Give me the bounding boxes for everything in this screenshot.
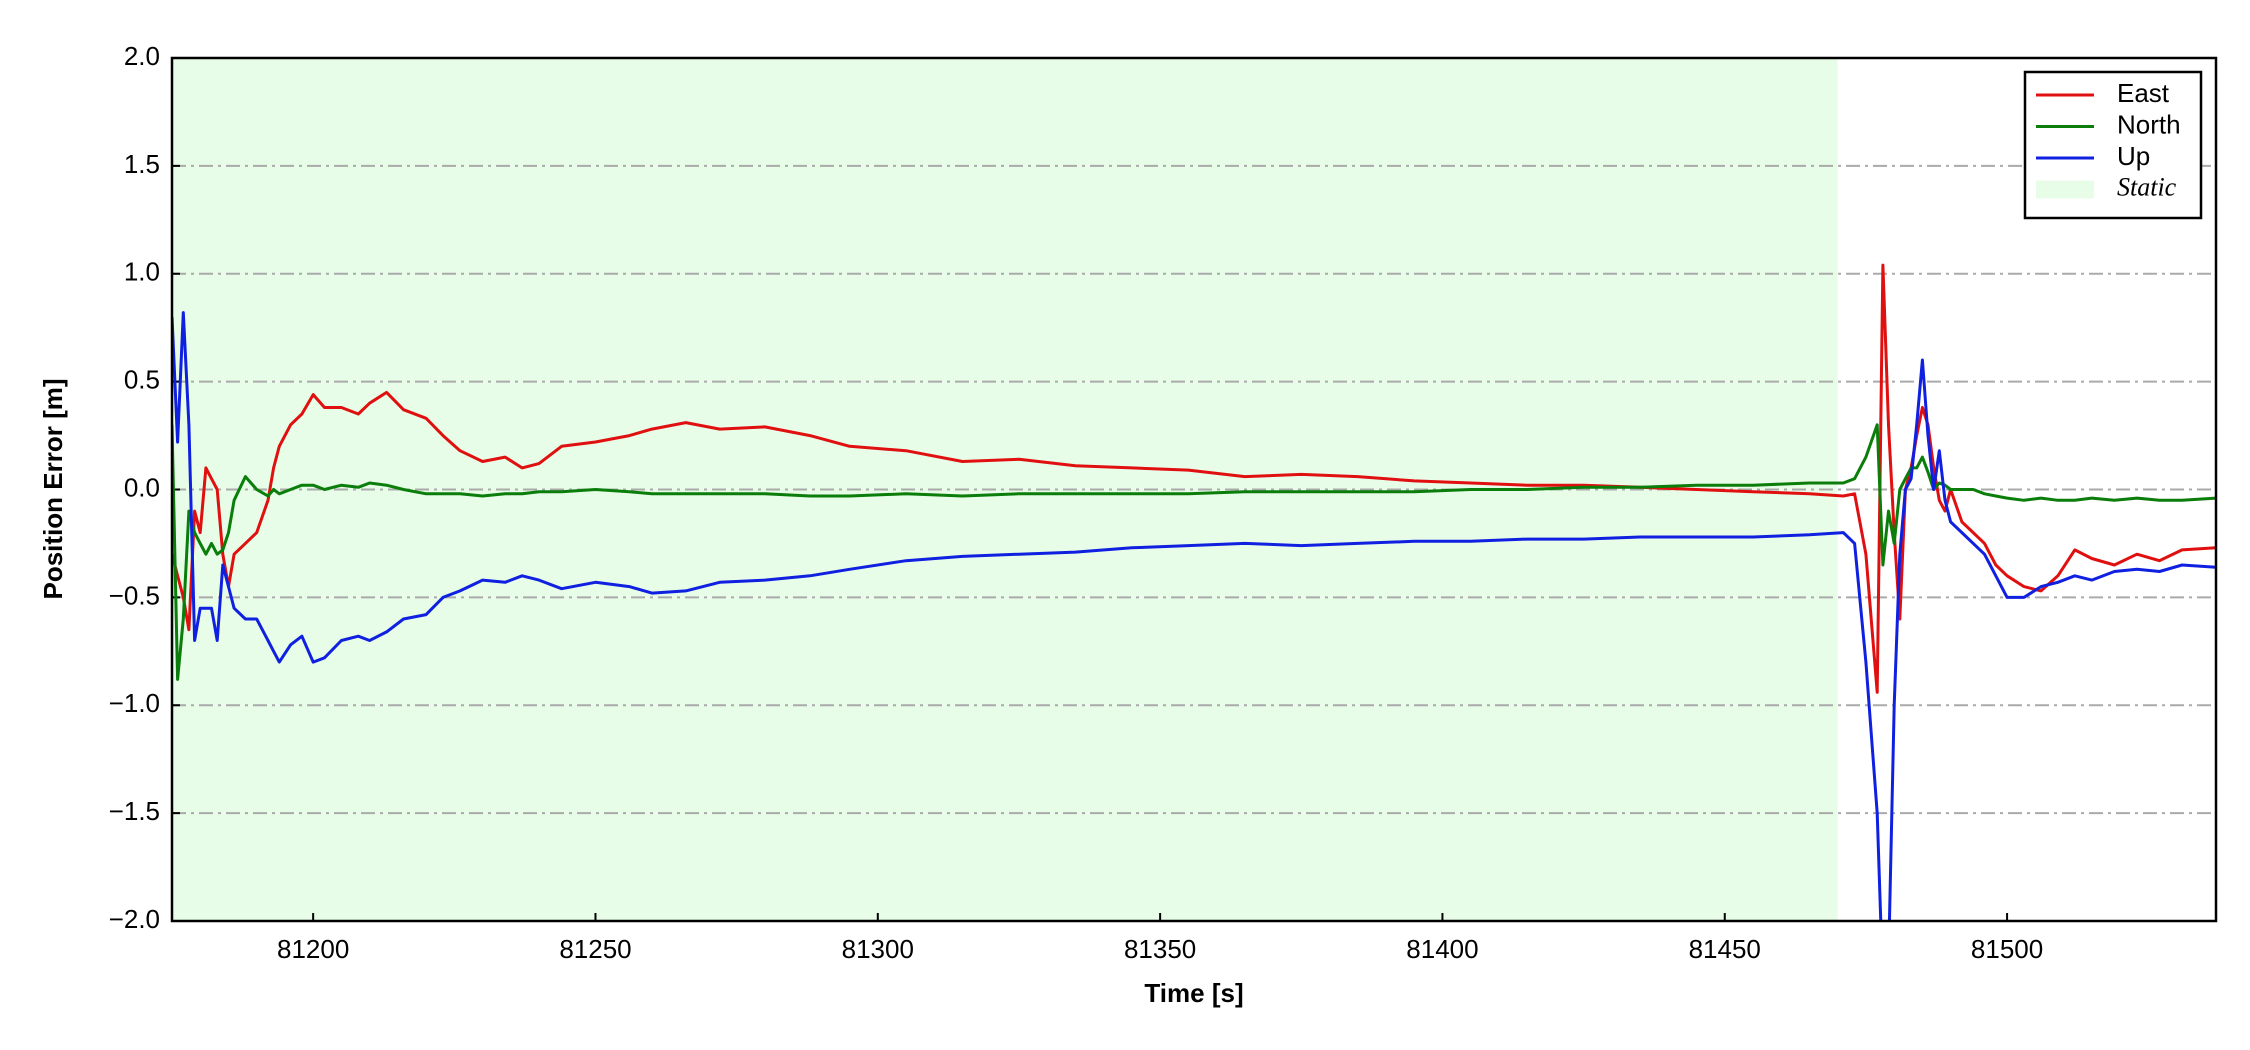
y-tick-label: −1.0 [109, 688, 160, 718]
y-tick-label: 2.0 [124, 41, 160, 71]
y-tick-label: −0.5 [109, 580, 160, 610]
legend-label: Up [2117, 141, 2150, 171]
legend-label: East [2117, 78, 2170, 108]
y-tick-label: 0.5 [124, 365, 160, 395]
legend-label: North [2117, 109, 2181, 139]
y-tick-label: 1.0 [124, 257, 160, 287]
series-line [172, 311, 2216, 921]
y-axis-label: Position Error [m] [38, 378, 68, 599]
legend-label: Static [2117, 172, 2177, 201]
y-tick-label: 1.5 [124, 149, 160, 179]
x-tick-label: 81300 [842, 934, 914, 964]
legend-swatch [2036, 180, 2094, 199]
x-tick-label: 81450 [1689, 934, 1761, 964]
x-tick-label: 81250 [559, 934, 631, 964]
y-tick-label: −1.5 [109, 796, 160, 826]
plot-frame [170, 56, 2218, 923]
x-tick-label: 81200 [277, 934, 349, 964]
x-tick-label: 81500 [1971, 934, 2043, 964]
x-tick-label: 81400 [1406, 934, 1478, 964]
y-tick-label: 0.0 [124, 472, 160, 502]
x-tick-label: 81350 [1124, 934, 1196, 964]
y-tick-label: −2.0 [109, 904, 160, 934]
x-axis-label: Time [s] [1144, 978, 1243, 1008]
series-line [172, 423, 2216, 681]
plot-lines [172, 263, 2216, 921]
